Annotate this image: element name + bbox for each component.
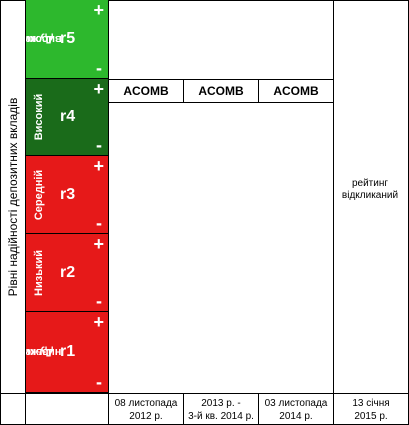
level-r4: Високий r4 + -	[26, 79, 108, 156]
level-name: Низький	[26, 234, 52, 311]
rating-cell: ACOMB	[258, 79, 334, 103]
date-line1: 03 листопада	[264, 397, 328, 409]
level-r5: Дуже високий r5 + -	[16, 0, 108, 79]
minus-sign: -	[96, 291, 102, 311]
grid-line	[333, 0, 334, 425]
level-code: r2	[60, 263, 76, 281]
date-line2: 2014 р.	[279, 410, 313, 422]
level-r2: Низький r2 + -	[26, 234, 108, 312]
date-line1: 08 листопада	[114, 397, 178, 409]
plus-sign: +	[93, 312, 104, 332]
y-axis-label-container: Рівні надійності депозитних вкладів	[1, 0, 25, 393]
level-code: r5	[60, 30, 76, 47]
minus-sign: -	[96, 135, 102, 155]
withdrawn-line1: рейтинг	[351, 178, 389, 189]
plus-sign: +	[93, 156, 104, 176]
level-name-line2: високий	[16, 33, 62, 45]
date-line2: 2015 р.	[354, 410, 388, 422]
plus-sign: +	[93, 234, 104, 254]
level-name-line2: низький	[16, 346, 62, 358]
level-r1: Дуже низький r1 + -	[17, 312, 108, 393]
plus-sign: +	[93, 0, 104, 20]
date-label: 03 листопада 2014 р.	[259, 393, 333, 425]
date-line2: 3-й кв. 2014 р.	[188, 410, 254, 422]
level-code: r4	[60, 108, 76, 125]
level-code: r1	[60, 343, 76, 360]
rating-withdrawn-note: рейтинг відкликаний	[334, 178, 406, 202]
grid-line	[108, 0, 109, 425]
grid-line	[25, 0, 26, 425]
minus-sign: -	[96, 372, 102, 392]
level-name: Високий	[26, 79, 52, 155]
level-name-line1: Низький	[33, 249, 45, 296]
date-line2: 2012 р.	[129, 410, 163, 422]
level-name: Дуже високий	[16, 0, 61, 78]
level-name-line1: Середній	[33, 169, 45, 220]
date-line1: 13 січня	[352, 397, 390, 409]
level-code: r3	[60, 185, 76, 203]
date-line1: 2013 р. -	[201, 397, 241, 409]
level-name: Середній	[26, 156, 52, 233]
rating-cell: ACOMB	[183, 79, 259, 103]
minus-sign: -	[96, 58, 102, 78]
level-r3: Середній r3 + -	[26, 156, 108, 234]
grid-line	[0, 393, 409, 394]
level-name-line1: Високий	[33, 93, 45, 141]
rating-cell: ACOMB	[108, 79, 184, 103]
date-label: 2013 р. -3-й кв. 2014 р.	[184, 393, 258, 425]
level-name: Дуже низький	[17, 312, 62, 392]
grid-line	[258, 393, 259, 425]
grid-line	[183, 393, 184, 425]
minus-sign: -	[96, 213, 102, 233]
date-label: 08 листопада 2012 р.	[109, 393, 183, 425]
plus-sign: +	[93, 79, 104, 99]
y-axis-label: Рівні надійності депозитних вкладів	[6, 97, 20, 296]
date-label: 13 січня 2015 р.	[334, 393, 408, 425]
withdrawn-line2: відкликаний	[341, 190, 399, 201]
